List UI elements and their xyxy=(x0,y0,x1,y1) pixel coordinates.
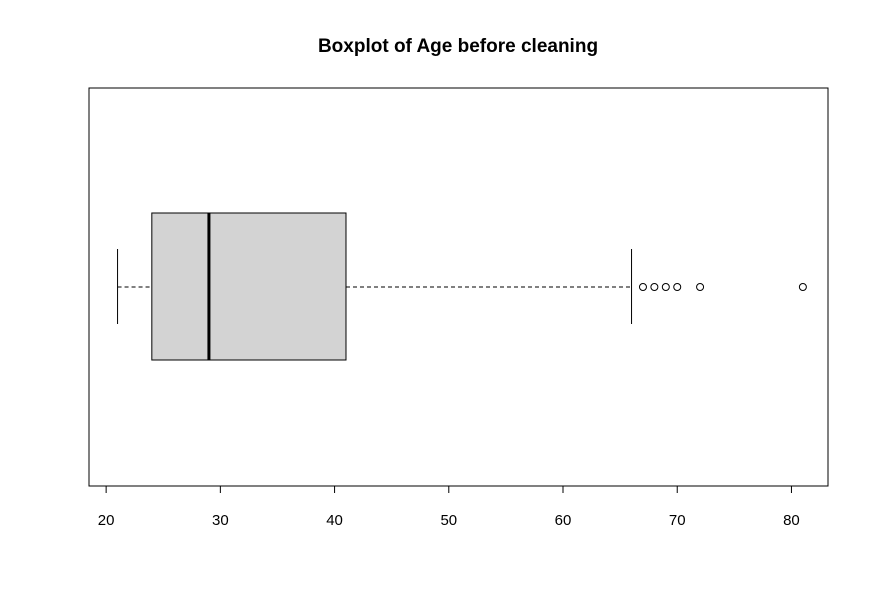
x-tick-label: 80 xyxy=(783,512,800,529)
x-tick-label: 60 xyxy=(555,512,572,529)
x-tick-label: 30 xyxy=(212,512,229,529)
outlier-point xyxy=(673,283,682,291)
x-tick-label: 50 xyxy=(440,512,457,529)
x-axis: 20 30 40 50 60 70 80 xyxy=(98,485,800,529)
x-tick-label: 20 xyxy=(98,512,115,529)
outlier-group xyxy=(638,283,807,291)
outlier-point xyxy=(696,283,705,291)
outlier-point xyxy=(661,283,670,291)
boxplot-group xyxy=(117,212,633,361)
outlier-point xyxy=(638,283,647,291)
outlier-point xyxy=(650,283,659,291)
iqr-box xyxy=(151,212,347,361)
x-tick-label: 40 xyxy=(326,512,343,529)
outlier-point xyxy=(798,283,807,291)
chart-title: Boxplot of Age before cleaning xyxy=(318,36,598,57)
x-tick-label: 70 xyxy=(669,512,686,529)
